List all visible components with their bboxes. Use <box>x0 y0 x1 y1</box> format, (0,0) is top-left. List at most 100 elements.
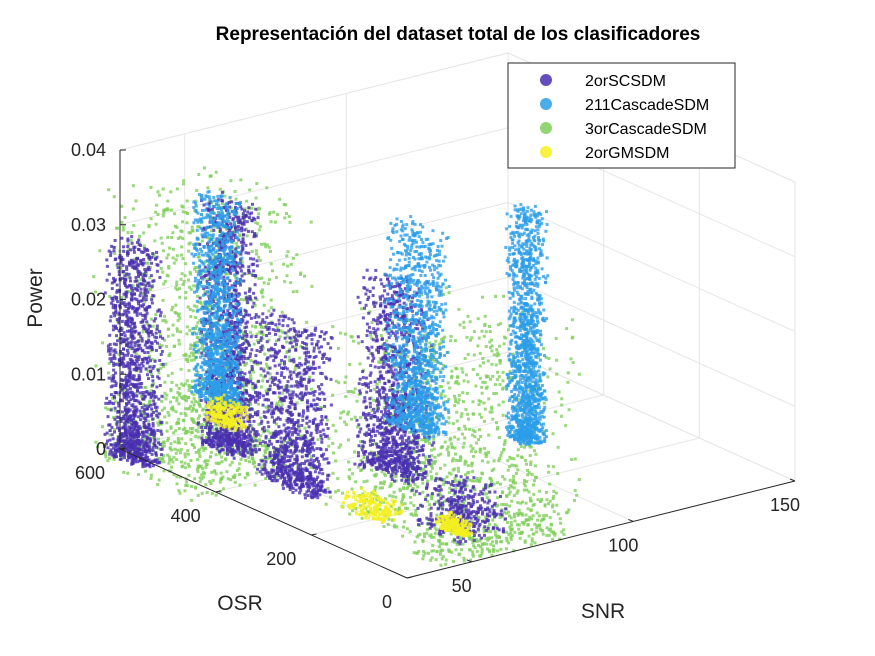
scatter-point <box>505 547 508 551</box>
scatter-point <box>488 345 492 349</box>
scatter-point <box>155 327 159 331</box>
scatter-point <box>243 326 247 330</box>
scatter-point <box>170 236 174 239</box>
scatter-point <box>147 432 151 436</box>
scatter-point <box>105 264 109 268</box>
scatter-point <box>510 527 514 531</box>
scatter-point <box>159 314 162 318</box>
scatter-point <box>190 484 194 488</box>
scatter-point <box>233 473 237 477</box>
scatter-point <box>169 190 173 194</box>
scatter-point <box>166 411 170 414</box>
scatter-point <box>186 212 189 215</box>
scatter-point <box>120 359 124 362</box>
scatter-point <box>160 350 164 353</box>
scatter-point <box>329 495 332 499</box>
scatter-point <box>348 468 352 472</box>
scatter-point <box>483 380 487 384</box>
scatter-point <box>288 220 292 224</box>
scatter-point <box>254 249 258 253</box>
scatter-point <box>492 544 495 548</box>
scatter-point <box>156 446 160 450</box>
scatter-point <box>524 513 528 517</box>
scatter-point <box>177 342 181 346</box>
scatter-point <box>269 306 273 310</box>
scatter-point <box>533 479 536 483</box>
scatter-point <box>191 379 194 383</box>
scatter-point <box>239 269 243 273</box>
scatter-point <box>171 305 175 309</box>
scatter-point <box>127 401 131 405</box>
scatter-point <box>149 473 153 477</box>
scatter-point <box>289 338 293 342</box>
scatter-point <box>274 475 278 479</box>
scatter-point <box>555 358 559 362</box>
scatter-point <box>462 441 466 445</box>
scatter-point <box>193 341 197 345</box>
scatter-point <box>140 406 144 409</box>
scatter-point <box>180 382 184 386</box>
scatter-point <box>261 288 265 292</box>
scatter-point <box>115 296 119 299</box>
scatter-point <box>169 425 173 429</box>
scatter-point <box>438 542 442 546</box>
scatter-point <box>526 473 530 477</box>
scatter-point <box>348 512 352 516</box>
scatter-point <box>457 307 461 311</box>
scatter-point <box>169 469 173 473</box>
scatter-point <box>309 220 313 224</box>
scatter-point <box>349 390 353 393</box>
scatter-point <box>107 272 111 276</box>
scatter-point <box>138 391 142 395</box>
scatter-point <box>154 257 158 261</box>
scatter-point <box>249 397 253 401</box>
scatter-point <box>283 280 287 284</box>
scatter-point <box>145 320 149 324</box>
scatter-point <box>112 446 116 450</box>
scatter-point <box>288 347 292 351</box>
scatter-point <box>433 461 436 465</box>
scatter-point <box>142 324 146 328</box>
scatter-point <box>495 421 498 425</box>
scatter-point <box>570 458 574 461</box>
scatter-point <box>535 511 539 515</box>
scatter-point <box>189 287 193 291</box>
scatter-point <box>496 370 499 374</box>
scatter-point <box>509 523 513 527</box>
scatter-point <box>162 211 166 215</box>
scatter-point <box>152 319 156 323</box>
scatter-point <box>175 280 179 284</box>
scatter-point <box>478 376 482 380</box>
scatter-point <box>113 304 117 308</box>
scatter-point <box>141 391 145 394</box>
scatter-point <box>171 256 175 260</box>
scatter-point <box>303 426 307 430</box>
scatter-point <box>247 456 251 459</box>
scatter-point <box>162 469 166 473</box>
scatter-point <box>161 362 165 366</box>
scatter-point <box>108 429 112 433</box>
scatter-point <box>565 327 569 331</box>
scatter-point <box>460 412 464 416</box>
scatter-point <box>126 275 130 279</box>
scatter-point <box>186 452 190 456</box>
scatter-point <box>210 491 214 495</box>
scatter-point <box>509 537 513 541</box>
scatter-point <box>510 534 514 538</box>
scatter-point <box>401 534 405 538</box>
scatter-point <box>560 403 564 407</box>
scatter-point <box>175 420 179 424</box>
scatter-point <box>298 356 302 360</box>
scatter-point <box>148 266 152 270</box>
scatter-point <box>183 452 187 456</box>
scatter-point <box>148 440 152 444</box>
scatter-point <box>214 461 218 465</box>
scatter-point <box>151 459 155 463</box>
scatter-point <box>531 514 535 518</box>
scatter-point <box>187 473 191 477</box>
scatter-point <box>256 339 260 343</box>
scatter-point <box>129 433 133 437</box>
scatter-point <box>146 414 150 418</box>
scatter-point <box>192 330 196 334</box>
scatter-point <box>161 319 165 323</box>
